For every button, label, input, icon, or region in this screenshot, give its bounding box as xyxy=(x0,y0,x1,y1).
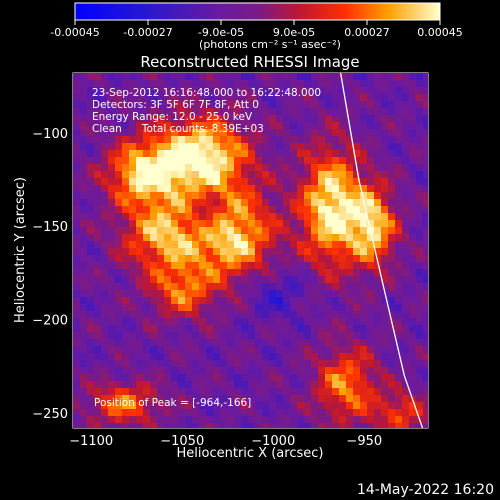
colorbar-tick-label: -0.00027 xyxy=(123,26,172,39)
x-tick-label: −1050 xyxy=(160,434,204,449)
colorbar-tick-label: 0.00027 xyxy=(344,26,390,39)
x-tick-label: −1000 xyxy=(251,434,295,449)
colorbar-unit-label: (photons cm⁻² s⁻¹ asec⁻²) xyxy=(199,38,341,51)
x-tick-label: −950 xyxy=(346,434,382,449)
colorbar-tick-label: -9.0e-05 xyxy=(198,26,244,39)
heatmap-image xyxy=(73,73,428,428)
chart-title: Reconstructed RHESSI Image xyxy=(140,53,359,71)
x-tick-label: −1100 xyxy=(69,434,113,449)
y-tick-label: −200 xyxy=(32,314,68,329)
clean-counts-label: Clean Total counts: 8.39E+03 xyxy=(92,123,264,135)
colorbar-tick-label: -0.00045 xyxy=(50,26,99,39)
colorbar-gradient xyxy=(74,2,441,21)
colorbar-tick-label: 9.0e-05 xyxy=(273,26,315,39)
x-axis-label: Heliocentric X (arcsec) xyxy=(177,446,324,461)
solar-limb-line xyxy=(339,73,424,428)
y-tick-label: −250 xyxy=(32,407,68,422)
y-tick-label: −150 xyxy=(32,220,68,235)
y-axis-label: Heliocentric Y (arcsec) xyxy=(13,177,28,323)
plot-area[interactable]: 23-Sep-2012 16:16:48.000 to 16:22:48.000… xyxy=(73,73,428,428)
y-tick-label: −100 xyxy=(32,127,68,142)
colorbar-ticks: -0.00045 -0.00027 -9.0e-05 9.0e-05 0.00027 0.… xyxy=(50,20,463,39)
peak-position-label: Position of Peak = [-964,-166] xyxy=(94,397,252,409)
colorbar-tick-label: 0.00045 xyxy=(417,26,463,39)
detectors-label: Detectors: 3F 5F 6F 7F 8F, Att 0 xyxy=(92,99,259,111)
colorbar: -0.00045 -0.00027 -9.0e-05 9.0e-05 0.00027 0.… xyxy=(50,2,463,51)
solar-limb xyxy=(339,73,424,428)
energy-range-label: Energy Range: 12.0 - 25.0 keV xyxy=(92,111,253,123)
axis-ticks: −1100 −1050 −1000 −950 −100 −150 −200 −250 xyxy=(32,73,428,449)
footer-date: 14-May-2022 16:20 xyxy=(356,482,494,498)
time-range-label: 23-Sep-2012 16:16:48.000 to 16:22:48.000 xyxy=(92,87,322,99)
